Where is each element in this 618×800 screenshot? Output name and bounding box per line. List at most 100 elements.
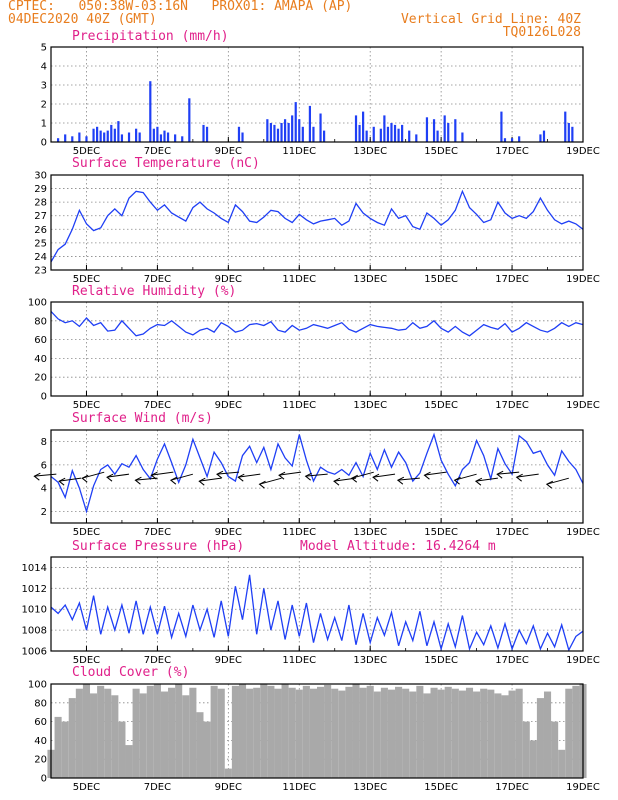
cloud-cover-ytick-label: 80 [34,698,47,709]
precipitation-bar [461,132,464,142]
precipitation-bar [110,124,113,142]
wind-vector-shaft [199,477,222,482]
cloud-cover-bar [238,684,247,778]
wind-vector-head [33,472,41,481]
cloud-cover-bar [139,693,147,778]
precipitation-bar [447,123,450,142]
precipitation-bar [127,132,131,142]
cloud-cover-bar [487,689,495,778]
cloud-cover-bar [153,684,161,778]
precipitation-bar [269,123,272,142]
pressure-xtick-label: 17DEC [495,655,529,666]
wind-vector-shaft [475,477,498,482]
temperature-frame [50,174,584,271]
wind-vector-head [258,480,266,489]
wind-vector-head [81,474,89,483]
precipitation-bar [564,111,567,142]
humidity-ytick-label: 0 [41,392,47,403]
precipitation-bar [415,134,418,142]
wind-ytick-label: 4 [41,484,47,495]
wind-vector-shaft [135,477,158,481]
temperature-xtick-label: 9DEC [215,274,242,285]
wind-vector-head [150,471,158,480]
cloud-cover-bar [572,685,580,778]
precipitation-bar [425,117,429,142]
cloud-cover-bar [416,685,424,778]
cloud-cover-bar [203,721,211,778]
cloud-cover-bar [508,690,516,778]
cloud-cover-bar [402,688,410,778]
precipitation-bar [454,119,457,142]
precipitation-bar [571,126,574,142]
wind-title: Surface Wind (m/s) [72,411,213,426]
cloud-cover-bar [501,695,509,778]
temperature-xtick-label: 7DEC [144,274,171,285]
cloud-cover-bar [111,695,119,778]
wind-vector-shaft [546,477,569,485]
wind-vector-head [453,476,461,485]
cloud-cover-xtick-label: 9DEC [215,782,242,793]
wind-vector-head [216,470,224,479]
pressure-ytick-label: 1012 [22,584,47,595]
cloud-cover-bar [458,690,466,778]
cloud-cover-bar [565,688,573,778]
wind-xtick-label: 5DEC [73,527,100,538]
humidity-xtick-label: 17DEC [495,400,529,411]
pressure-ytick-label: 1010 [22,605,47,616]
humidity-xtick-label: 19DEC [566,400,600,411]
humidity-xtick-label: 13DEC [353,400,387,411]
precipitation-bar [99,130,102,142]
temperature-ytick-label: 29 [34,184,47,195]
precipitation-bar [237,126,241,142]
temperature-ytick-label: 27 [34,211,47,222]
cloud-cover-bar [437,689,445,778]
wind-vector-shaft [497,471,520,475]
cloud-cover-frame [50,683,584,779]
precipitation-bar [159,134,163,142]
precipitation-xtick-label: 17DEC [495,146,529,157]
cloud-cover-bar [132,688,140,778]
cloud-cover-bar [444,686,452,778]
cloud-cover-bar [196,712,204,778]
pressure-xtick-label: 13DEC [353,655,387,666]
cloud-cover-bar [331,688,339,778]
cloud-cover-bar [281,684,289,778]
temperature-series-line [50,189,584,263]
header-station-line: CPTEC: 050:38W-03:16N PROX01: AMAPA (AP) [8,0,353,14]
cloud-cover-bar [430,687,438,778]
precipitation-bar [301,126,304,142]
temperature-xtick-label: 11DEC [282,274,316,285]
wind-vector-shaft [151,471,174,476]
wind-xtick-label: 13DEC [353,527,387,538]
cloud-cover-bar [473,691,481,778]
precipitation-ytick-label: 4 [41,62,47,73]
precipitation-bar [96,126,99,142]
temperature-title: Surface Temperature (nC) [72,156,260,171]
precipitation-title: Precipitation (mm/h) [72,29,229,44]
precipitation-xtick-label: 11DEC [282,146,316,157]
cloud-cover-bar [317,686,325,778]
temperature-ytick-label: 24 [34,252,47,263]
wind-xtick-label: 11DEC [282,527,316,538]
cloud-cover-bar [309,688,317,778]
cloud-cover-bar [125,745,133,778]
wind-vector-shaft [516,473,539,478]
precipitation-bar [294,102,297,142]
temperature-ytick-label: 26 [34,225,47,236]
cloud-cover-bar [90,693,98,778]
precipitation-bar [156,126,159,142]
pressure-xtick-label: 5DEC [73,655,100,666]
humidity-series-line [50,310,584,337]
wind-vector-head [372,473,380,482]
precipitation-bar [181,136,184,142]
cloud-cover-xtick-label: 19DEC [566,782,600,793]
cloud-cover-ytick-label: 100 [28,680,47,691]
precipitation-ytick-label: 1 [41,119,47,130]
precipitation-bar [383,115,386,142]
wind-vector-head [169,476,178,485]
pressure-ytick-label: 1006 [22,647,47,658]
precipitation-bar [174,134,177,142]
wind-vector-shaft [397,477,420,481]
precipitation-bar [298,119,301,142]
